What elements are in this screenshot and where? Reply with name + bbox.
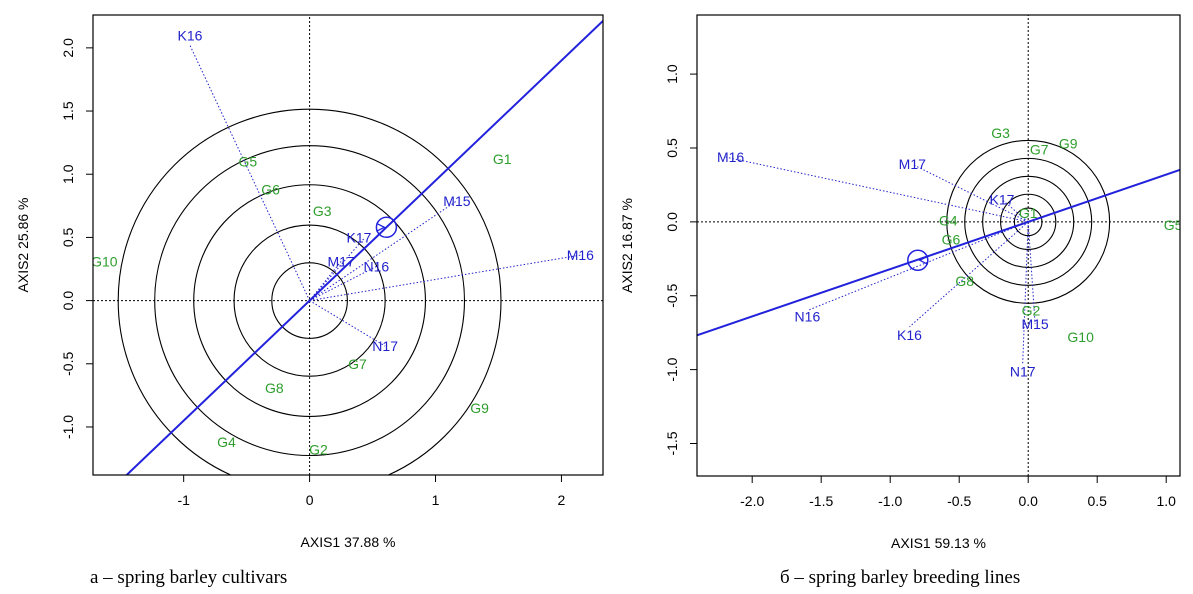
y-tick-label: 0.5 <box>664 138 680 158</box>
genotype-label-g8: G8 <box>955 273 974 289</box>
concentric-circle-4 <box>154 145 466 457</box>
average-environment-arrow <box>376 222 386 232</box>
x-tick-label: -2.0 <box>740 493 764 509</box>
average-environment-arrow <box>918 255 929 265</box>
genotype-label-g2: G2 <box>309 442 328 458</box>
environment-label-k17: K17 <box>347 229 372 245</box>
genotype-label-g2: G2 <box>1022 303 1041 319</box>
genotype-label-g4: G4 <box>939 212 958 228</box>
environment-vector-k16 <box>189 45 311 301</box>
concentric-circle-5 <box>946 139 1111 304</box>
concentric-circle-1 <box>1013 207 1043 237</box>
biplot-panel-b: M16 M17 K17 N16 K16 M15 N17 G1 G2 G3 G4 G5 G6 G7 G8 G9 G… <box>600 0 1193 594</box>
genotype-label-g1: G1 <box>1019 205 1038 221</box>
environment-vector-k17 <box>309 237 366 301</box>
x-axis-title: AXIS1 59.13 % <box>891 535 986 551</box>
environment-label-n17: N17 <box>372 338 398 354</box>
environment-vector-n17 <box>309 300 386 347</box>
x-tick-label: -1.0 <box>878 493 902 509</box>
environment-vector-m16 <box>724 156 1029 223</box>
y-tick-label: 2.0 <box>60 38 76 58</box>
x-tick-label: 0 <box>306 492 314 508</box>
genotype-label-g7: G7 <box>1030 141 1049 157</box>
environment-label-m17: M17 <box>327 253 354 269</box>
average-environment-axis <box>697 168 1180 337</box>
genotype-label-g9: G9 <box>1059 136 1078 152</box>
caption-b: б – spring barley breeding lines <box>780 567 1021 588</box>
concentric-circle-1 <box>271 262 348 339</box>
x-axis-title: AXIS1 37.88 % <box>301 534 396 550</box>
plot-frame <box>696 14 1181 477</box>
genotype-label-g5: G5 <box>239 154 258 170</box>
environment-vector-m16 <box>309 254 581 302</box>
genotype-label-g8: G8 <box>265 380 284 396</box>
genotype-label-g4: G4 <box>217 434 236 450</box>
y-tick-label: 1.0 <box>664 64 680 84</box>
y-tick-label: -1.0 <box>664 357 680 381</box>
y-tick-label: -0.5 <box>664 283 680 307</box>
x-tick-label: -1.5 <box>809 493 833 509</box>
average-environment-axis <box>125 20 603 475</box>
concentric-circle-3 <box>193 184 426 418</box>
genotype-label-g10: G10 <box>1067 329 1094 345</box>
environment-label-m15: M15 <box>1021 316 1048 332</box>
environment-label-k17: K17 <box>990 192 1015 208</box>
x-tick-label: 1.0 <box>1156 493 1176 509</box>
environment-label-k16: K16 <box>897 327 922 343</box>
y-tick-label: -0.5 <box>60 352 76 376</box>
y-tick-label: 1.0 <box>60 164 76 184</box>
environment-vector-m15 <box>1027 221 1036 324</box>
biplot-b-svg: M16 M17 K17 N16 K16 M15 N17 G1 G2 G3 G4 G5 G6 G7 G8 G9 G… <box>619 14 1183 551</box>
x-tick-label: -1 <box>177 492 190 508</box>
environment-vector-m15 <box>309 200 458 302</box>
environment-vector-k17 <box>1001 199 1029 223</box>
x-tick-label: 2 <box>558 492 566 508</box>
concentric-circle-3 <box>982 175 1075 268</box>
concentric-circle-5 <box>117 108 502 475</box>
concentric-circle-2 <box>233 224 386 377</box>
concentric-circle-2 <box>1000 193 1057 251</box>
x-tick-label: 0.0 <box>1018 493 1038 509</box>
y-tick-label: 0.0 <box>664 212 680 232</box>
caption-a: a – spring barley cultivars <box>90 567 288 588</box>
y-tick-label: -1.5 <box>664 431 680 455</box>
environment-vector-m17 <box>912 163 1029 223</box>
plot-area: M16 M17 K17 N16 K16 M15 N17 G1 G2 G3 G4 G5 G6 G7 G8 G9 G… <box>697 15 1183 476</box>
biplot-panel-a: K16 M15 M16 M17 N16 N17 K17 G1 G2 G3 G4 G5 G6 G7 G8 G9 G… <box>15 14 604 588</box>
environment-label-n17: N17 <box>1010 364 1036 380</box>
environment-label-m17: M17 <box>899 156 926 172</box>
y-axis-title: AXIS2 16.87 % <box>619 198 635 293</box>
environment-label-m16: M16 <box>717 149 744 165</box>
genotype-label-g5: G5 <box>1164 217 1183 233</box>
x-tick-label: -0.5 <box>947 493 971 509</box>
y-tick-label: 0.5 <box>60 227 76 247</box>
environment-vector-n16 <box>807 221 1029 311</box>
x-tick-label: 1 <box>432 492 440 508</box>
plot-frame <box>92 14 604 476</box>
average-environment-marker <box>375 216 398 239</box>
genotype-label-g3: G3 <box>991 125 1010 141</box>
genotype-label-g6: G6 <box>261 181 280 197</box>
genotype-label-g3: G3 <box>313 203 332 219</box>
y-tick-label: 0.0 <box>60 291 76 311</box>
genotype-label-g10: G10 <box>91 253 118 269</box>
genotype-label-g9: G9 <box>470 400 489 416</box>
genotype-label-g6: G6 <box>942 232 961 248</box>
environment-vector-n17 <box>1022 221 1029 364</box>
environment-label-n16: N16 <box>795 309 821 325</box>
environment-label-k16: K16 <box>178 27 203 43</box>
x-tick-label: 0.5 <box>1087 493 1107 509</box>
concentric-circle-4 <box>964 157 1093 286</box>
y-tick-label: -1.0 <box>60 415 76 439</box>
environment-label-m15: M15 <box>443 193 470 209</box>
environment-label-m16: M16 <box>567 247 594 263</box>
genotype-label-g7: G7 <box>348 356 367 372</box>
y-tick-label: 1.5 <box>60 101 76 121</box>
environment-label-n16: N16 <box>363 258 389 274</box>
genotype-label-g1: G1 <box>493 151 512 167</box>
average-environment-marker <box>907 249 929 272</box>
y-axis-title: AXIS2 25.86 % <box>15 198 31 293</box>
